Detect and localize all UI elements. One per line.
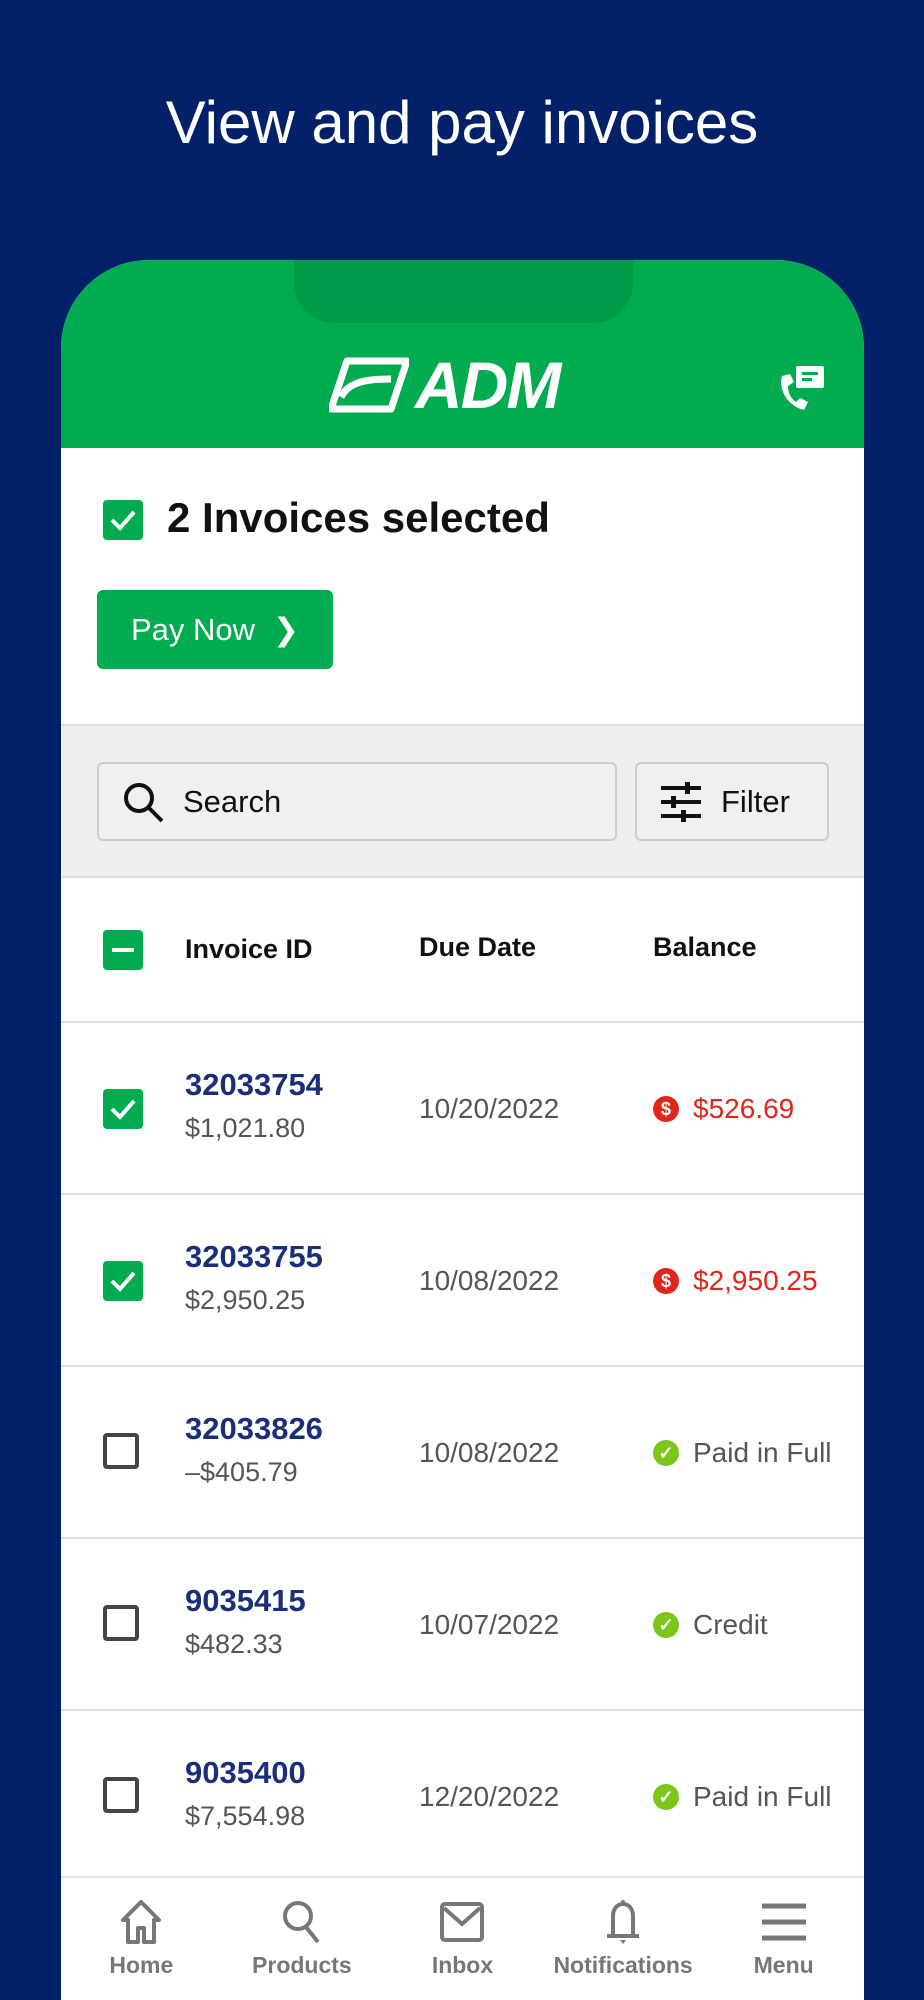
- tab-notifications[interactable]: Notifications: [543, 1878, 704, 2000]
- tab-home[interactable]: Home: [61, 1878, 222, 2000]
- balance: $ $526.69: [653, 1093, 794, 1125]
- check-circle-icon: ✓: [653, 1612, 679, 1638]
- due-date: 10/07/2022: [419, 1609, 560, 1640]
- header-balance[interactable]: Balance: [653, 932, 757, 962]
- row-checkbox[interactable]: [103, 1777, 139, 1813]
- balance: ✓ Credit: [653, 1609, 768, 1641]
- header-invoice-id[interactable]: Invoice ID: [185, 934, 313, 964]
- check-circle-icon: ✓: [653, 1440, 679, 1466]
- invoice-id-link[interactable]: 32033754: [185, 1067, 323, 1102]
- pay-now-label: Pay Now: [131, 611, 256, 647]
- menu-icon: [761, 1903, 806, 1941]
- due-date: 10/08/2022: [419, 1265, 560, 1296]
- mail-icon: [440, 1902, 485, 1942]
- invoice-id-link[interactable]: 32033755: [185, 1239, 323, 1274]
- selection-count: 2 Invoices selected: [167, 494, 550, 541]
- bell-icon: [607, 1900, 640, 1944]
- header-due-date[interactable]: Due Date: [419, 932, 537, 962]
- headline: View and pay invoices: [165, 89, 759, 156]
- row-checkbox[interactable]: [103, 1605, 139, 1641]
- balance-text: Paid in Full: [693, 1437, 832, 1468]
- filter-label: Filter: [721, 783, 790, 819]
- balance-text: $526.69: [693, 1093, 795, 1124]
- balance: $ $2,950.25: [653, 1265, 818, 1297]
- app-header: ADM: [61, 260, 864, 448]
- row-checkbox-checked[interactable]: [103, 1261, 143, 1301]
- invoice-id-link[interactable]: 32033826: [185, 1411, 323, 1446]
- check-icon: [110, 1099, 136, 1120]
- tab-label: Menu: [753, 1952, 814, 1978]
- balance-text: Credit: [693, 1609, 768, 1640]
- invoice-amount: $2,950.25: [185, 1285, 306, 1315]
- balance: ✓ Paid in Full: [653, 1781, 832, 1813]
- filter-button[interactable]: Filter: [635, 762, 829, 841]
- check-circle-icon: ✓: [653, 1784, 679, 1810]
- search-filter-bar: Search Filter: [61, 724, 864, 878]
- logo-text: ADM: [415, 348, 561, 422]
- select-all-checkbox-checked[interactable]: [103, 500, 143, 540]
- table-row[interactable]: 32033826 –$405.79 10/08/2022 ✓ Paid in Fu…: [61, 1367, 864, 1539]
- tab-label: Home: [109, 1952, 174, 1978]
- balance-text: $2,950.25: [693, 1265, 818, 1296]
- contact-phone-icon[interactable]: [776, 364, 828, 412]
- tab-inbox[interactable]: Inbox: [382, 1878, 543, 2000]
- selection-bar: 2 Invoices selected Pay Now ❯: [61, 448, 864, 724]
- search-placeholder: Search: [183, 783, 282, 819]
- invoice-amount: $482.33: [185, 1629, 283, 1659]
- invoice-amount: $1,021.80: [185, 1113, 306, 1143]
- table-row[interactable]: 32033754 $1,021.80 10/20/2022 $ $526.69: [61, 1023, 864, 1195]
- sliders-icon: [661, 781, 701, 822]
- table-header: Invoice ID Due Date Balance: [61, 878, 864, 1023]
- tab-menu[interactable]: Menu: [703, 1878, 864, 2000]
- check-icon: [110, 1271, 136, 1292]
- due-date: 12/20/2022: [419, 1781, 560, 1812]
- bottom-tab-bar: Home Products Inbox Notifications Menu: [61, 1876, 864, 2000]
- due-date: 10/08/2022: [419, 1437, 560, 1468]
- tab-label: Inbox: [431, 1952, 494, 1978]
- invoice-amount: –$405.79: [185, 1457, 298, 1487]
- check-icon: [110, 510, 136, 531]
- dollar-alert-icon: $: [653, 1096, 679, 1122]
- tab-products[interactable]: Products: [222, 1878, 383, 2000]
- balance: ✓ Paid in Full: [653, 1437, 832, 1469]
- balance-text: Paid in Full: [693, 1781, 832, 1812]
- home-icon: [121, 1900, 162, 1944]
- table-row[interactable]: 9035400 $7,554.98 12/20/2022 ✓ Paid in Fu…: [61, 1711, 864, 1883]
- adm-logo: ADM: [329, 348, 561, 422]
- table-row[interactable]: 32033755 $2,950.25 10/08/2022 $ $2,950.25: [61, 1195, 864, 1367]
- notch: [294, 260, 633, 323]
- invoice-amount: $7,554.98: [185, 1801, 306, 1831]
- select-all-checkbox-indeterminate[interactable]: [103, 930, 143, 970]
- pay-now-button[interactable]: Pay Now ❯: [97, 590, 333, 669]
- leaf-icon: [329, 357, 409, 413]
- due-date: 10/20/2022: [419, 1093, 560, 1124]
- tab-label: Products: [252, 1952, 352, 1978]
- search-input[interactable]: Search: [97, 762, 617, 841]
- row-checkbox-checked[interactable]: [103, 1089, 143, 1129]
- invoice-id-link[interactable]: 9035415: [185, 1583, 306, 1618]
- invoice-id-link[interactable]: 9035400: [185, 1755, 306, 1790]
- dollar-alert-icon: $: [653, 1268, 679, 1294]
- invoice-list: 32033754 $1,021.80 10/20/2022 $ $526.69 32…: [61, 1023, 864, 1883]
- table-row[interactable]: 9035415 $482.33 10/07/2022 ✓ Credit: [61, 1539, 864, 1711]
- tab-label: Notifications: [553, 1952, 693, 1978]
- phone-frame: ADM 2 Invoices selected Pay Now ❯ Search …: [61, 260, 864, 2000]
- search-icon: [282, 1901, 320, 1944]
- search-icon: [124, 782, 164, 822]
- chevron-right-icon: ❯: [273, 611, 300, 647]
- row-checkbox[interactable]: [103, 1433, 139, 1469]
